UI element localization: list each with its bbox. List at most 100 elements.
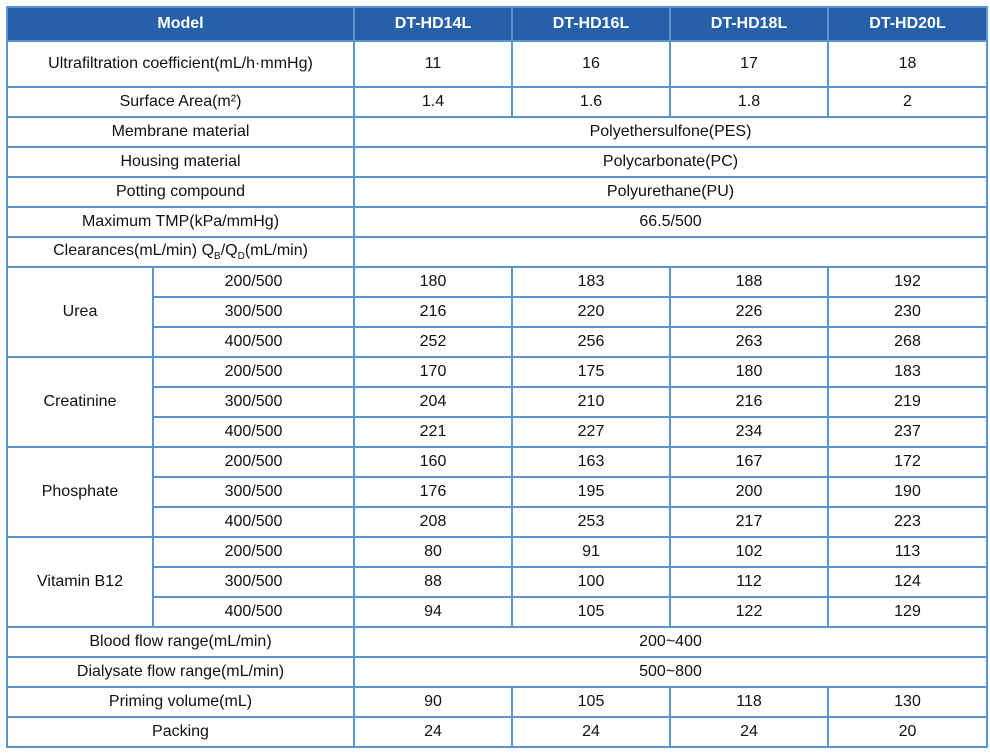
flow-condition: 300/500 [152, 476, 355, 508]
row-label: Membrane material [6, 116, 355, 148]
cell: 167 [669, 446, 829, 478]
sub-d: D [237, 251, 245, 263]
cell: 172 [827, 446, 988, 478]
header-row: Model DT-HD14L DT-HD16L DT-HD18L DT-HD20… [6, 6, 988, 42]
cell [353, 236, 988, 268]
model-header: DT-HD20L [827, 6, 988, 42]
cell: 180 [353, 266, 513, 298]
cell: 208 [353, 506, 513, 538]
cell: 1.6 [511, 86, 671, 118]
cell: 253 [511, 506, 671, 538]
clearance-row: 400/500 221 227 234 237 [7, 416, 988, 448]
flow-condition: 400/500 [152, 416, 355, 448]
clearances-slash: /Q [220, 241, 238, 259]
clearance-row: 400/500 252 256 263 268 [7, 326, 988, 358]
cell: 18 [827, 40, 988, 88]
clearance-row: 300/500 204 210 216 219 [7, 386, 988, 418]
cell: Polyurethane(PU) [353, 176, 988, 208]
housing-row: Housing material Polycarbonate(PC) [6, 146, 988, 178]
solute-label: Vitamin B12 [6, 536, 154, 628]
cell: 66.5/500 [353, 206, 988, 238]
cell: 90 [353, 686, 513, 718]
cell: 219 [827, 386, 988, 418]
clearances-text: Clearances(mL/min) Q [53, 241, 215, 259]
cell: 183 [511, 266, 671, 298]
row-label: Packing [6, 716, 355, 748]
cell: 105 [511, 686, 671, 718]
cell: 230 [827, 296, 988, 328]
cell: 129 [827, 596, 988, 628]
flow-condition: 200/500 [152, 266, 355, 298]
clearance-row: 300/500 176 195 200 190 [7, 476, 988, 508]
cell: 16 [511, 40, 671, 88]
cell: 188 [669, 266, 829, 298]
flow-condition: 200/500 [152, 356, 355, 388]
flow-condition: 300/500 [152, 386, 355, 418]
cell: 252 [353, 326, 513, 358]
cell: 2 [827, 86, 988, 118]
cell: 223 [827, 506, 988, 538]
solute-label: Phosphate [6, 446, 154, 538]
flow-condition: 400/500 [152, 506, 355, 538]
cell: Polycarbonate(PC) [353, 146, 988, 178]
cell: 216 [353, 296, 513, 328]
cell: 192 [827, 266, 988, 298]
cell: 183 [827, 356, 988, 388]
row-label: Clearances(mL/min) QB/QD(mL/min) [6, 236, 355, 268]
clearance-row: 300/500 88 100 112 124 [7, 566, 988, 598]
cell: 112 [669, 566, 829, 598]
solute-label: Creatinine [6, 356, 154, 448]
cell: 500~800 [353, 656, 988, 688]
cell: 11 [353, 40, 513, 88]
dialysate-row: Dialysate flow range(mL/min) 500~800 [6, 656, 988, 688]
cell: 226 [669, 296, 829, 328]
flow-condition: 300/500 [152, 566, 355, 598]
clearance-row: 300/500 216 220 226 230 [7, 296, 988, 328]
cell: 176 [353, 476, 513, 508]
cell: Polyethersulfone(PES) [353, 116, 988, 148]
solute-label: Urea [6, 266, 154, 358]
cell: 180 [669, 356, 829, 388]
clearance-row: Urea 200/500 180 183 188 192 [6, 266, 988, 358]
cell: 122 [669, 596, 829, 628]
cell: 210 [511, 386, 671, 418]
flow-condition: 200/500 [152, 536, 355, 568]
row-label: Blood flow range(mL/min) [6, 626, 355, 658]
cell: 94 [353, 596, 513, 628]
cell: 113 [827, 536, 988, 568]
flow-condition: 300/500 [152, 296, 355, 328]
cell: 163 [511, 446, 671, 478]
model-header: DT-HD16L [511, 6, 671, 42]
membrane-row: Membrane material Polyethersulfone(PES) [6, 116, 988, 148]
cell: 118 [669, 686, 829, 718]
cell: 91 [511, 536, 671, 568]
surface-row: Surface Area(m²) 1.4 1.6 1.8 2 [6, 86, 988, 118]
row-label: Dialysate flow range(mL/min) [6, 656, 355, 688]
clearance-row: Vitamin B12 200/500 80 91 102 113 [6, 536, 988, 628]
cell: 220 [511, 296, 671, 328]
model-header: Model [6, 6, 355, 42]
cell: 1.4 [353, 86, 513, 118]
clearance-row: Creatinine 200/500 170 175 180 183 [6, 356, 988, 448]
cell: 88 [353, 566, 513, 598]
dialyzer-spec-table: Model DT-HD14L DT-HD16L DT-HD18L DT-HD20… [6, 6, 988, 748]
cell: 105 [511, 596, 671, 628]
row-label: Maximum TMP(kPa/mmHg) [6, 206, 355, 238]
cell: 130 [827, 686, 988, 718]
cell: 24 [353, 716, 513, 748]
cell: 263 [669, 326, 829, 358]
cell: 124 [827, 566, 988, 598]
cell: 200 [669, 476, 829, 508]
model-header: DT-HD14L [353, 6, 513, 42]
cell: 195 [511, 476, 671, 508]
potting-row: Potting compound Polyurethane(PU) [6, 176, 988, 208]
cell: 234 [669, 416, 829, 448]
cell: 268 [827, 326, 988, 358]
tmp-row: Maximum TMP(kPa/mmHg) 66.5/500 [6, 206, 988, 238]
cell: 170 [353, 356, 513, 388]
cell: 20 [827, 716, 988, 748]
cell: 100 [511, 566, 671, 598]
cell: 1.8 [669, 86, 829, 118]
cell: 102 [669, 536, 829, 568]
cell: 175 [511, 356, 671, 388]
